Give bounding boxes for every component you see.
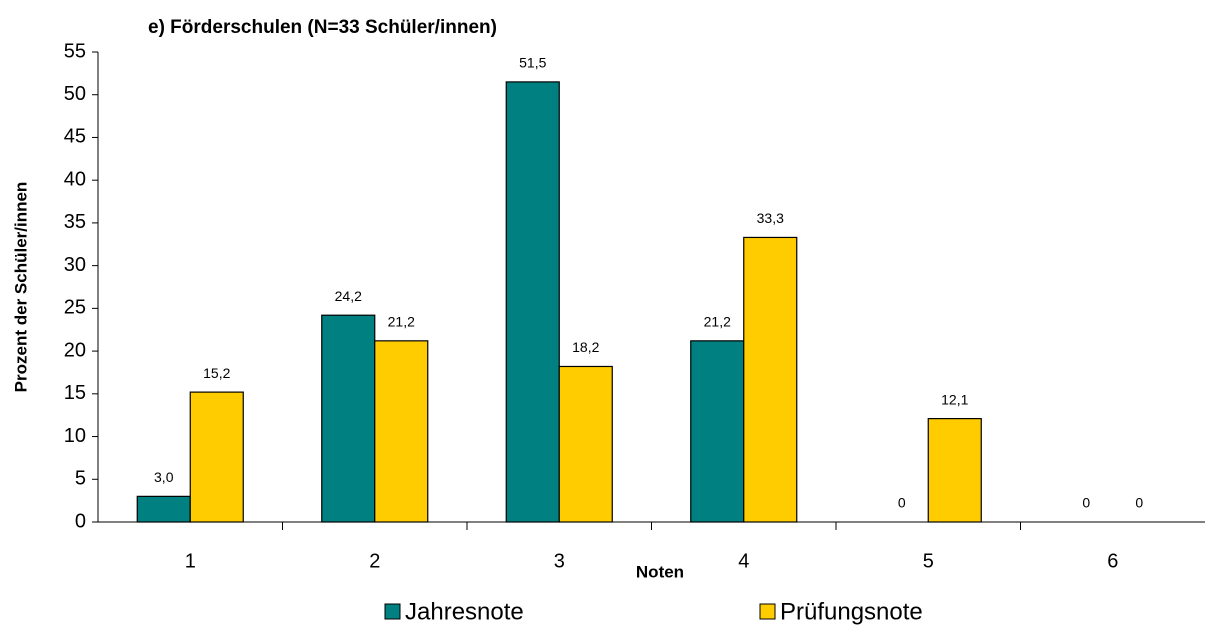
bar [743,236,798,523]
legend-swatch [759,603,776,620]
x-tick-label: 5 [923,550,934,572]
data-label: 0 [1135,495,1143,511]
data-label: 21,2 [704,314,731,330]
y-tick-label: 55 [64,40,86,62]
data-label: 0 [898,495,906,511]
x-tick-label: 2 [369,550,380,572]
bar [505,81,560,523]
bar [321,314,376,523]
x-axis-label: Noten [636,562,684,581]
legend-label: Prüfungsnote [780,598,923,625]
y-tick-label: 15 [64,382,86,404]
legend-label: Jahresnote [405,598,524,625]
data-label: 0 [1082,495,1090,511]
bar [374,340,429,523]
bar [136,495,191,523]
data-label: 12,1 [941,391,968,407]
bar [558,365,613,523]
data-label: 24,2 [335,288,362,304]
x-tick-label: 6 [1107,550,1118,572]
data-label: 3,0 [154,469,174,485]
data-label: 21,2 [388,314,415,330]
y-tick-label: 50 [64,83,86,105]
y-tick-label: 25 [64,297,86,319]
y-tick-label: 30 [64,254,86,276]
data-label: 18,2 [572,339,599,355]
data-label: 33,3 [757,210,784,226]
y-tick-label: 10 [64,425,86,447]
data-label: 51,5 [519,55,546,71]
x-tick-label: 1 [185,550,196,572]
bar [189,391,244,523]
legend-swatch [384,603,401,620]
x-tick-label: 4 [738,550,749,572]
bar [690,340,745,523]
data-label: 15,2 [203,365,230,381]
y-tick-label: 20 [64,339,86,361]
bar [927,418,982,523]
y-tick-label: 0 [75,510,86,532]
y-tick-label: 45 [64,126,86,148]
y-tick-label: 40 [64,168,86,190]
y-axis-label: Prozent der Schüler/innen [11,182,30,393]
x-tick-label: 3 [554,550,565,572]
y-tick-label: 35 [64,211,86,233]
chart-title: e) Förderschulen (N=33 Schüler/innen) [148,17,497,38]
y-tick-label: 5 [75,468,86,490]
